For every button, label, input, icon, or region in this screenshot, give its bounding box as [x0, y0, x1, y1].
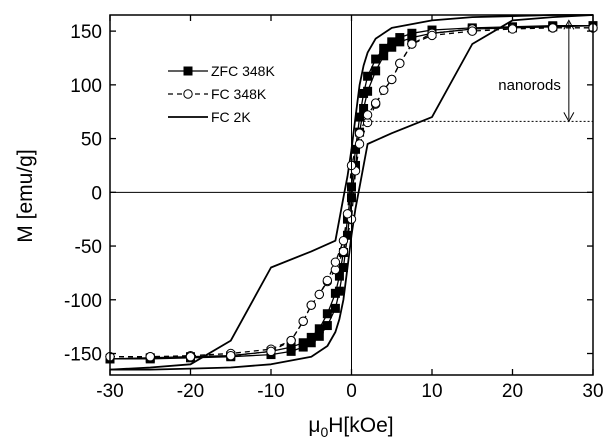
legend: ZFC 348K FC 348K FC 2K: [168, 63, 275, 125]
data-point-square: [330, 303, 340, 313]
x-tick-label: -10: [257, 381, 284, 402]
data-point-circle: [342, 209, 353, 219]
data-point-square: [314, 324, 324, 334]
data-point-square: [334, 286, 344, 296]
data-point-circle: [407, 39, 417, 49]
annotation-arrow-head-up: [563, 19, 575, 30]
x-axis-label: μ0H[kOe]: [308, 414, 393, 439]
x-tick-label: 30: [582, 381, 603, 402]
data-point-circle: [314, 289, 324, 300]
legend-label: FC 348K: [211, 86, 267, 102]
data-point-square: [363, 86, 373, 96]
data-point-circle: [145, 352, 155, 362]
data-point-square: [395, 37, 405, 47]
data-point-circle: [338, 235, 349, 246]
data-point-circle: [322, 275, 333, 286]
data-point-square: [286, 346, 296, 356]
data-point-circle: [226, 350, 236, 361]
data-point-square: [322, 321, 332, 331]
data-point-circle: [548, 23, 558, 33]
data-point-circle: [338, 246, 349, 257]
data-point-circle: [306, 300, 316, 310]
data-point-circle: [427, 30, 437, 41]
data-point-circle: [387, 74, 397, 85]
data-point-circle: [298, 316, 308, 326]
x-axis-label-prefix: μ: [308, 414, 320, 437]
data-point-square: [371, 66, 381, 76]
axes-layer: [109, 14, 594, 376]
y-axis-label: M [emu/g]: [14, 149, 37, 242]
x-tick-label: 20: [502, 381, 523, 402]
data-point-circle: [370, 98, 381, 108]
data-point-circle: [507, 24, 518, 34]
data-point-square: [298, 342, 308, 352]
data-point-square: [359, 103, 369, 113]
data-point-square: [387, 42, 397, 52]
data-point-circle: [395, 58, 405, 69]
y-tick-label: 100: [70, 76, 102, 97]
x-axis-label-main: H[kOe]: [328, 414, 393, 437]
data-point-circle: [330, 257, 341, 267]
data-point-square: [363, 71, 373, 81]
data-point-circle: [183, 89, 193, 99]
data-point-square: [371, 54, 381, 64]
x-tick-label: 10: [421, 381, 442, 402]
x-tick-label: 0: [346, 381, 357, 402]
data-point-circle: [354, 128, 365, 138]
data-point-circle: [467, 26, 477, 36]
x-tick-label: -20: [177, 381, 204, 402]
x-tick-label: -30: [96, 381, 123, 402]
data-point-square: [355, 112, 365, 122]
data-point-square: [379, 43, 389, 53]
data-point-square: [183, 66, 193, 76]
data-point-square: [322, 309, 332, 319]
data-point-circle: [379, 85, 389, 95]
y-tick-label: -100: [64, 291, 102, 312]
legend-label: ZFC 348K: [211, 63, 275, 79]
data-point-circle: [266, 346, 276, 357]
annotation-layer: nanorods: [363, 19, 593, 123]
y-tick-label: 50: [81, 130, 102, 151]
x-axis-label-subscript: 0: [320, 424, 328, 439]
legend-label: FC 2K: [211, 109, 251, 125]
annotation-label: nanorods: [498, 77, 561, 94]
data-point-circle: [362, 110, 373, 120]
y-tick-label: 150: [70, 22, 102, 43]
data-point-circle: [185, 352, 196, 362]
y-tick-label: 0: [91, 183, 102, 204]
data-point-square: [334, 271, 344, 281]
y-tick-label: -150: [64, 345, 102, 366]
y-tick-label: -50: [75, 237, 102, 258]
data-point-square: [314, 331, 324, 341]
data-point-square: [338, 263, 348, 273]
data-point-circle: [354, 139, 365, 149]
data-point-circle: [286, 335, 296, 346]
data-point-square: [379, 51, 389, 61]
data-point-square: [306, 338, 316, 348]
